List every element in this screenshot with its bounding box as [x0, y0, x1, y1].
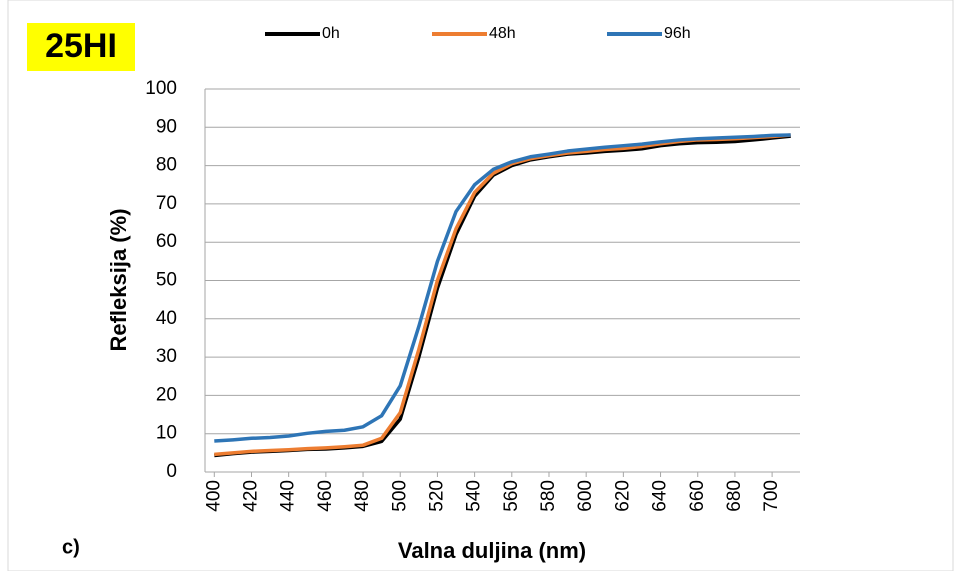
- x-tick-label: 420: [241, 480, 262, 512]
- y-tick-label: 100: [145, 78, 177, 99]
- x-tick-label: 600: [575, 480, 596, 512]
- y-tick-label: 50: [156, 270, 177, 291]
- series-line: [214, 133, 791, 443]
- x-tick-label: 520: [426, 480, 447, 512]
- chart-title: 25HI: [45, 27, 117, 65]
- x-tick-label: 580: [538, 480, 559, 512]
- y-tick-label: 0: [166, 461, 177, 482]
- y-tick-label: 70: [156, 193, 177, 214]
- x-tick-label: 540: [464, 480, 485, 512]
- y-tick-label: 20: [156, 384, 177, 405]
- title-box: [27, 23, 135, 71]
- y-axis-title: Refleksija (%): [106, 208, 131, 351]
- x-tick-label: 700: [761, 480, 782, 512]
- y-tick-label: 10: [156, 423, 177, 444]
- legend-label: 48h: [489, 25, 516, 42]
- x-tick-label: 680: [724, 480, 745, 512]
- annotation: c): [62, 536, 80, 558]
- x-tick-label: 620: [612, 480, 633, 512]
- legend-label: 96h: [664, 25, 691, 42]
- y-tick-label: 60: [156, 231, 177, 252]
- x-tick-label: 440: [278, 480, 299, 512]
- legend-label: 0h: [322, 25, 340, 42]
- x-tick-label: 480: [352, 480, 373, 512]
- series-line: [214, 133, 791, 457]
- x-tick-label: 660: [687, 480, 708, 512]
- series-line: [214, 134, 791, 458]
- x-tick-label: 500: [389, 480, 410, 512]
- x-tick-label: 400: [203, 480, 224, 512]
- y-tick-label: 30: [156, 346, 177, 367]
- y-tick-label: 40: [156, 308, 177, 329]
- x-tick-label: 460: [315, 480, 336, 512]
- x-tick-label: 640: [650, 480, 671, 512]
- frame: [7, 0, 954, 571]
- y-tick-label: 80: [156, 155, 177, 176]
- y-tick-label: 90: [156, 116, 177, 137]
- x-axis-title: Valna duljina (nm): [398, 538, 586, 563]
- x-tick-label: 560: [501, 480, 522, 512]
